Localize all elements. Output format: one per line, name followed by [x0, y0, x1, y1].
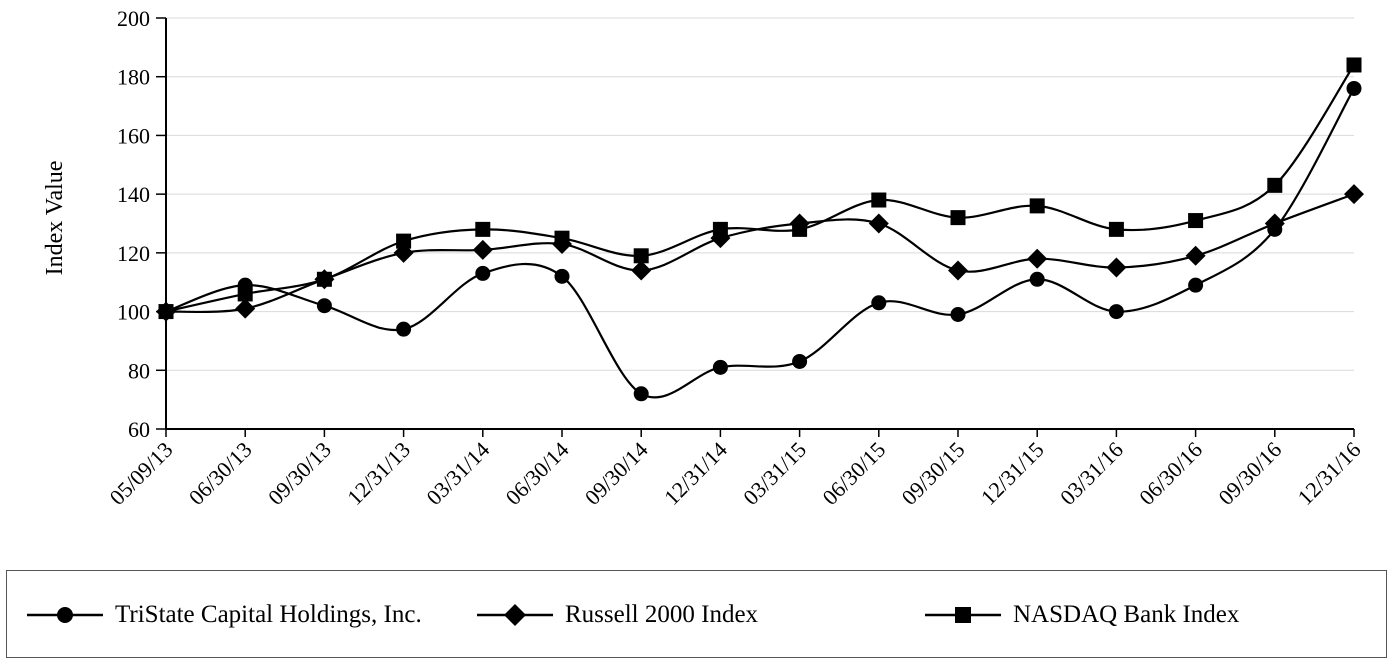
x-tick-label: 12/31/16: [1293, 437, 1366, 510]
data-point-circle: [475, 265, 491, 281]
data-point-square: [950, 210, 966, 226]
data-point-square: [712, 221, 728, 237]
data-point-square: [1188, 213, 1204, 229]
data-point-circle: [633, 386, 649, 402]
x-tick-label: 09/30/14: [580, 437, 653, 510]
legend-label-russell: Russell 2000 Index: [565, 601, 759, 628]
y-tick-label: 100: [117, 300, 150, 325]
legend-circle-marker-icon: [27, 607, 103, 623]
legend-item-tristate: TriState Capital Holdings, Inc.: [25, 571, 422, 659]
x-tick-label: 12/31/15: [976, 437, 1049, 510]
x-tick-label: 06/30/16: [1134, 437, 1207, 510]
legend-label-tristate: TriState Capital Holdings, Inc.: [115, 601, 422, 628]
data-point-square: [316, 271, 332, 287]
x-tick-label: 03/31/14: [421, 437, 494, 510]
x-tick-label: 12/31/13: [342, 437, 415, 510]
series-circle: [158, 80, 1362, 402]
y-tick-label: 160: [117, 123, 150, 148]
legend-square-marker-icon: [925, 607, 1001, 623]
data-point-square: [633, 248, 649, 264]
y-tick-labels: 60 80 100 120 140 160 180 200: [117, 6, 150, 442]
data-point-square: [1346, 57, 1362, 73]
x-tick-label: 09/30/15: [897, 437, 970, 510]
data-point-square: [158, 304, 174, 320]
data-point-square: [554, 230, 570, 246]
data-point-diamond: [1027, 248, 1048, 269]
y-tick-label: 140: [117, 182, 150, 207]
x-tick-label: 09/30/16: [1213, 437, 1286, 510]
x-tick-label: 03/31/15: [738, 437, 811, 510]
data-point-diamond: [1344, 184, 1364, 205]
data-point-diamond: [1106, 257, 1127, 278]
legend-item-nasdaq: NASDAQ Bank Index: [923, 571, 1239, 659]
data-point-circle: [316, 298, 332, 314]
x-tick-label: 03/31/16: [1055, 437, 1128, 510]
legend: TriState Capital Holdings, Inc. Russell …: [6, 570, 1387, 658]
data-point-circle: [950, 307, 966, 323]
data-point-square: [1267, 177, 1283, 193]
data-point-circle: [871, 295, 887, 311]
x-tick-label: 06/30/15: [817, 437, 890, 510]
series-line-circle: [165, 87, 1355, 399]
legend-diamond-marker-icon: [477, 604, 553, 626]
data-point-diamond: [235, 298, 256, 319]
data-point-circle: [792, 353, 808, 369]
gridlines: [166, 17, 1354, 371]
data-point-circle: [396, 321, 412, 337]
data-point-diamond: [1185, 245, 1206, 266]
series-group: [156, 57, 1364, 402]
data-point-square: [1029, 198, 1045, 214]
data-point-square: [237, 286, 253, 302]
x-tick-label: 06/30/14: [501, 437, 574, 510]
series-square: [158, 57, 1362, 320]
data-point-square: [475, 221, 491, 237]
data-point-circle: [1346, 80, 1362, 96]
y-tick-label: 200: [117, 6, 150, 31]
data-point-circle: [554, 268, 570, 284]
x-tick-labels: 05/09/13 06/30/13 09/30/13 12/31/13 03/31/14…: [105, 437, 1366, 510]
data-point-circle: [1188, 277, 1204, 293]
data-point-square: [396, 233, 412, 249]
x-tick-label: 09/30/13: [263, 437, 336, 510]
data-point-circle: [1029, 271, 1045, 287]
data-point-square: [871, 192, 887, 208]
x-tick-label: 06/30/13: [184, 437, 257, 510]
y-tick-label: 120: [117, 241, 150, 266]
series-line-square: [165, 64, 1355, 313]
y-tick-label: 80: [128, 358, 150, 383]
legend-item-russell: Russell 2000 Index: [475, 571, 758, 659]
legend-label-nasdaq: NASDAQ Bank Index: [1013, 601, 1240, 628]
data-point-diamond: [868, 213, 889, 234]
data-point-square: [1108, 221, 1124, 237]
data-point-diamond: [472, 239, 493, 260]
y-tick-label: 180: [117, 65, 150, 90]
data-point-diamond: [631, 260, 652, 281]
x-tick-label: 12/31/14: [659, 437, 732, 510]
axes: [156, 17, 1355, 437]
x-tick-label: 05/09/13: [105, 437, 178, 510]
data-point-diamond: [948, 260, 968, 281]
y-axis-title: Index Value: [42, 161, 68, 276]
data-point-circle: [712, 359, 728, 375]
data-point-square: [792, 221, 808, 237]
data-point-diamond: [1264, 213, 1285, 234]
data-point-circle: [1108, 304, 1124, 320]
y-tick-label: 60: [128, 417, 150, 442]
